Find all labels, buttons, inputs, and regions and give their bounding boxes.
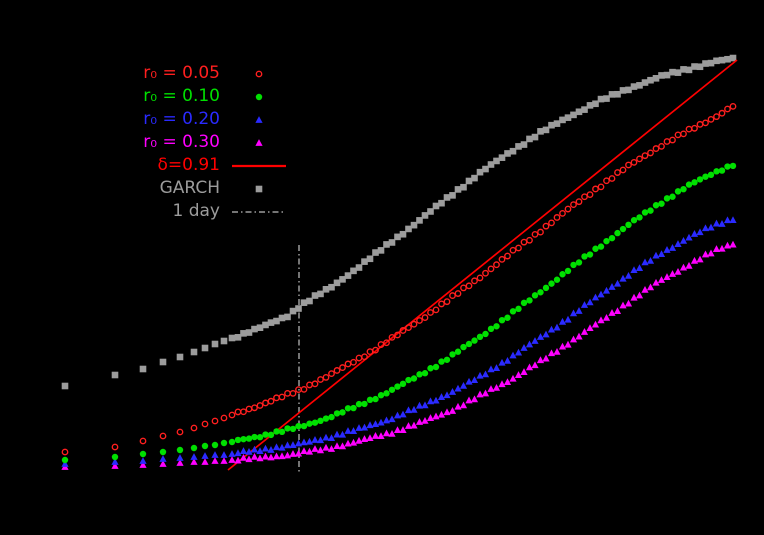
- legend-label: r₀ = 0.20: [143, 109, 220, 129]
- solid-line-marker-icon: [232, 164, 286, 167]
- square-marker-icon: [255, 185, 263, 192]
- legend: r₀ = 0.05 r₀ = 0.10 r₀ = 0.20 r₀ = 0.30 …: [88, 62, 290, 223]
- legend-label: 1 day: [172, 201, 221, 221]
- open-circle-marker-icon: [255, 70, 263, 77]
- legend-item: GARCH: [88, 177, 290, 200]
- legend-item: r₀ = 0.30: [88, 131, 290, 154]
- triangle-marker-icon: [255, 138, 263, 146]
- legend-label: r₀ = 0.30: [143, 132, 220, 152]
- legend-item: r₀ = 0.20: [88, 108, 290, 131]
- triangle-marker-icon: [255, 115, 263, 123]
- legend-label: δ=0.91: [157, 155, 221, 175]
- legend-item: r₀ = 0.05: [88, 62, 290, 85]
- legend-item: δ=0.91: [88, 154, 290, 177]
- legend-label: r₀ = 0.10: [143, 86, 220, 106]
- filled-circle-marker-icon: [255, 93, 263, 100]
- legend-item: r₀ = 0.10: [88, 85, 290, 108]
- legend-label: GARCH: [159, 178, 220, 198]
- legend-item: 1 day: [88, 200, 290, 223]
- legend-label: r₀ = 0.05: [143, 63, 220, 83]
- dash-dot-line-marker-icon: [232, 210, 286, 213]
